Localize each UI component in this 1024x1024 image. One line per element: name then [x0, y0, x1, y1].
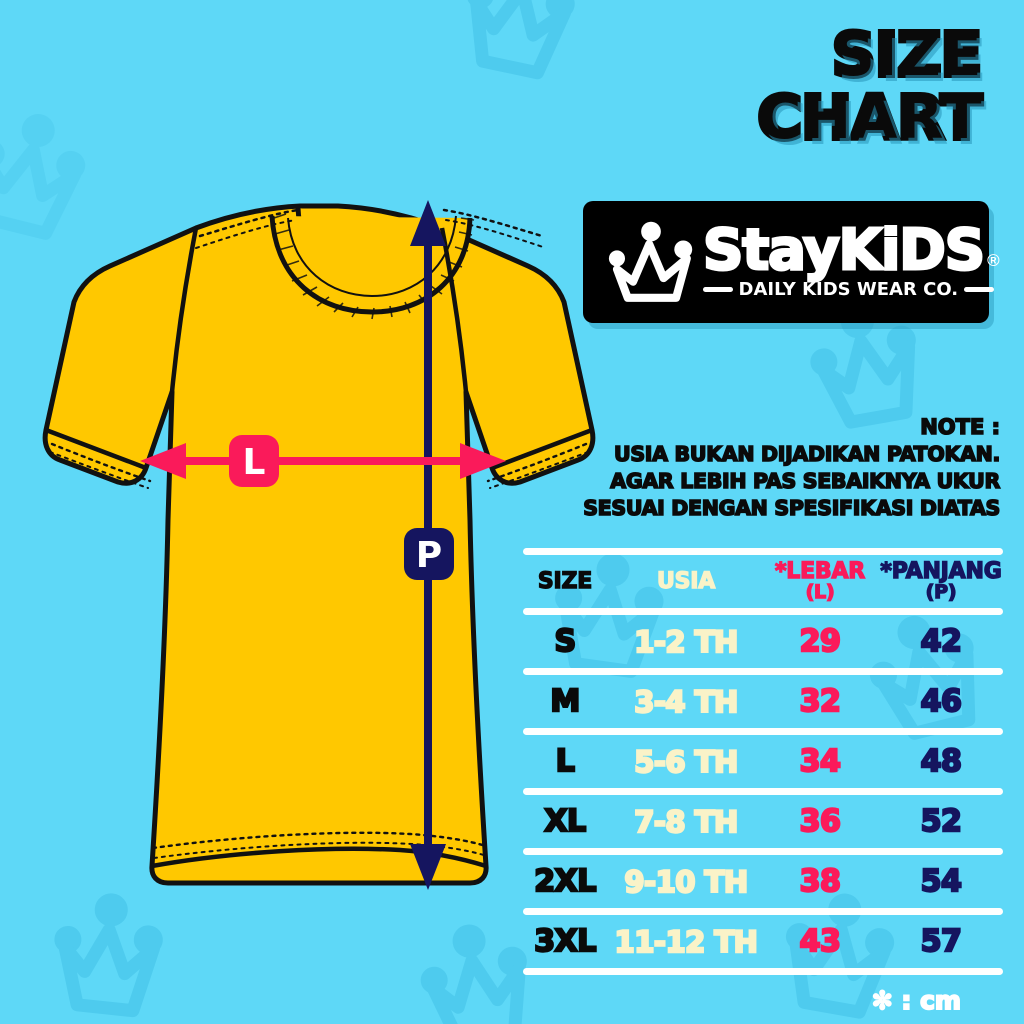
cell-lebar: 29	[798, 623, 842, 660]
length-badge-label: P	[416, 535, 442, 576]
table-header-row: SIZE USIA *LEBAR (L) *PANJANG (P)	[519, 555, 1007, 608]
cell-size: 3XL	[533, 923, 598, 960]
crown-icon	[608, 221, 693, 302]
note-block: NOTE : USIA BUKAN DIJADIKAN PATOKAN. AGA…	[580, 414, 1001, 521]
logo-text-group: StayKiDS ® DAILY KIDS WEAR CO.	[701, 217, 1000, 300]
cell-size: 2XL	[533, 863, 598, 900]
brand-logo: StayKiDS ® DAILY KIDS WEAR CO.	[583, 201, 1000, 323]
table-row: XL 7-8 TH 36 52	[519, 795, 1007, 848]
cell-usia: 5-6 TH	[633, 743, 739, 779]
table-rule	[523, 908, 1003, 915]
tagline-rule-left	[703, 287, 733, 293]
note-line-3: SESUAI DENGAN SPESIFIKASI DIATAS	[582, 495, 1001, 521]
cell-lebar: 43	[798, 923, 842, 960]
header-panjang-sub: (P)	[925, 581, 957, 604]
tagline-rule-right	[964, 287, 994, 293]
cell-panjang: 46	[919, 683, 963, 720]
width-arrow	[140, 443, 506, 479]
table-rule	[523, 728, 1003, 735]
cell-panjang: 42	[919, 623, 963, 660]
header-usia: USIA	[656, 568, 716, 594]
cell-lebar: 38	[798, 863, 842, 900]
note-line-1: USIA BUKAN DIJADIKAN PATOKAN.	[613, 442, 1001, 468]
cell-usia: 1-2 TH	[633, 623, 739, 659]
table-row: L 5-6 TH 34 48	[519, 735, 1007, 788]
title-line-chart: CHART	[755, 82, 984, 152]
table-rule	[523, 848, 1003, 855]
table-row: M 3-4 TH 32 46	[519, 675, 1007, 728]
registered-trademark-icon: ®	[987, 251, 1000, 271]
header-size: SIZE	[537, 568, 593, 594]
cell-panjang: 52	[919, 803, 963, 840]
logo-tagline-row: DAILY KIDS WEAR CO.	[703, 279, 1000, 300]
table-rule-bottom	[523, 968, 1003, 975]
width-badge-label: L	[243, 442, 266, 483]
cell-lebar: 34	[798, 743, 842, 780]
cell-usia: 7-8 TH	[633, 803, 739, 839]
unit-note: ✼ : cm	[871, 985, 962, 1016]
header-lebar: *LEBAR (L)	[761, 558, 879, 604]
cell-size: S	[553, 623, 577, 660]
header-lebar-sub: (L)	[805, 581, 835, 604]
table-rule-header	[523, 608, 1003, 615]
cell-lebar: 36	[798, 803, 842, 840]
header-panjang: *PANJANG (P)	[879, 558, 1003, 604]
cell-panjang: 57	[919, 923, 963, 960]
width-badge: L	[229, 435, 279, 487]
cell-size: XL	[543, 803, 587, 840]
title-line-size: SIZE	[829, 20, 984, 89]
cell-panjang: 54	[919, 863, 963, 900]
header-panjang-main: *PANJANG	[880, 558, 1003, 584]
cell-usia: 9-10 TH	[623, 863, 749, 899]
table-rule	[523, 788, 1003, 795]
table-row: S 1-2 TH 29 42	[519, 615, 1007, 668]
cell-usia: 3-4 TH	[633, 683, 739, 719]
cell-lebar: 32	[798, 683, 842, 720]
page-title: SIZE CHART	[755, 20, 984, 152]
header-lebar-main: *LEBAR	[774, 558, 866, 584]
note-line-2: AGAR LEBIH PAS SEBAIKNYA UKUR	[609, 468, 1001, 494]
cell-panjang: 48	[919, 743, 963, 780]
table-row: 3XL 11-12 TH 43 57	[519, 915, 1007, 968]
size-table: SIZE USIA *LEBAR (L) *PANJANG (P) S 1-2 …	[519, 548, 1007, 1016]
table-row: 2XL 9-10 TH 38 54	[519, 855, 1007, 908]
note-heading: NOTE :	[919, 414, 1000, 440]
cell-size: M	[549, 683, 581, 720]
table-rule	[523, 668, 1003, 675]
logo-wordmark: StayKiDS	[701, 217, 986, 283]
cell-usia: 11-12 TH	[613, 923, 759, 959]
table-rule-top	[523, 548, 1003, 555]
length-badge: P	[404, 528, 454, 580]
logo-tagline: DAILY KIDS WEAR CO.	[738, 279, 959, 301]
cell-size: L	[554, 743, 576, 780]
logo-wordmark-row: StayKiDS ®	[701, 217, 1000, 283]
